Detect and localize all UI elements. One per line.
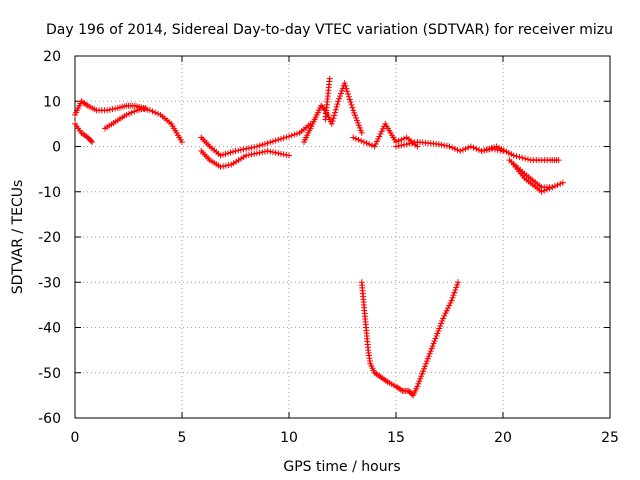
series-arc-2: [72, 120, 96, 145]
y-tick-label: -10: [38, 185, 61, 201]
series-arc-6: [198, 148, 292, 170]
chart-title: Day 196 of 2014, Sidereal Day-to-day VTE…: [46, 22, 613, 38]
series-line: [480, 145, 560, 161]
series-line: [352, 123, 419, 148]
x-tick-label: 0: [71, 430, 80, 446]
y-tick-label: -50: [38, 366, 61, 382]
series-arc-7: [300, 80, 365, 145]
series-line: [512, 163, 553, 193]
y-tick-label: -20: [38, 230, 61, 246]
series-line: [104, 107, 147, 130]
series-arc-5: [198, 120, 314, 159]
y-tick-label: 20: [43, 49, 61, 65]
y-tick-label: -40: [38, 321, 61, 337]
series-arc-4: [136, 105, 185, 145]
series-line: [324, 77, 331, 121]
series-arc-11: [478, 143, 562, 164]
grid: [75, 56, 610, 418]
series-arc-13: [510, 161, 556, 195]
series-line: [74, 123, 93, 143]
series-line: [74, 100, 145, 116]
y-tick-label: -30: [38, 275, 61, 291]
series-arc-8: [322, 75, 333, 123]
series-line: [200, 150, 290, 168]
y-tick-label: 0: [52, 140, 61, 156]
series-layer: [72, 75, 566, 399]
series-arc-14: [358, 279, 462, 399]
y-tick-label: -60: [38, 411, 61, 427]
series-line: [361, 281, 459, 397]
series-line: [303, 82, 363, 143]
series-arc-3: [101, 105, 149, 132]
x-tick-label: 15: [387, 430, 405, 446]
x-axis-label: GPS time / hours: [283, 459, 400, 475]
x-tick-label: 5: [178, 430, 187, 446]
series-line: [200, 123, 312, 157]
x-tick-label: 20: [494, 430, 512, 446]
axis-ticks: 0 5 10 15 20 25 -60 -50 -40 -30 -20 -10 0 10 20: [38, 49, 619, 446]
x-tick-label: 25: [601, 430, 619, 446]
x-tick-label: 10: [280, 430, 298, 446]
y-tick-label: 10: [43, 94, 61, 110]
series-line: [138, 107, 183, 143]
y-axis-label: SDTVAR / TECUs: [10, 180, 26, 295]
